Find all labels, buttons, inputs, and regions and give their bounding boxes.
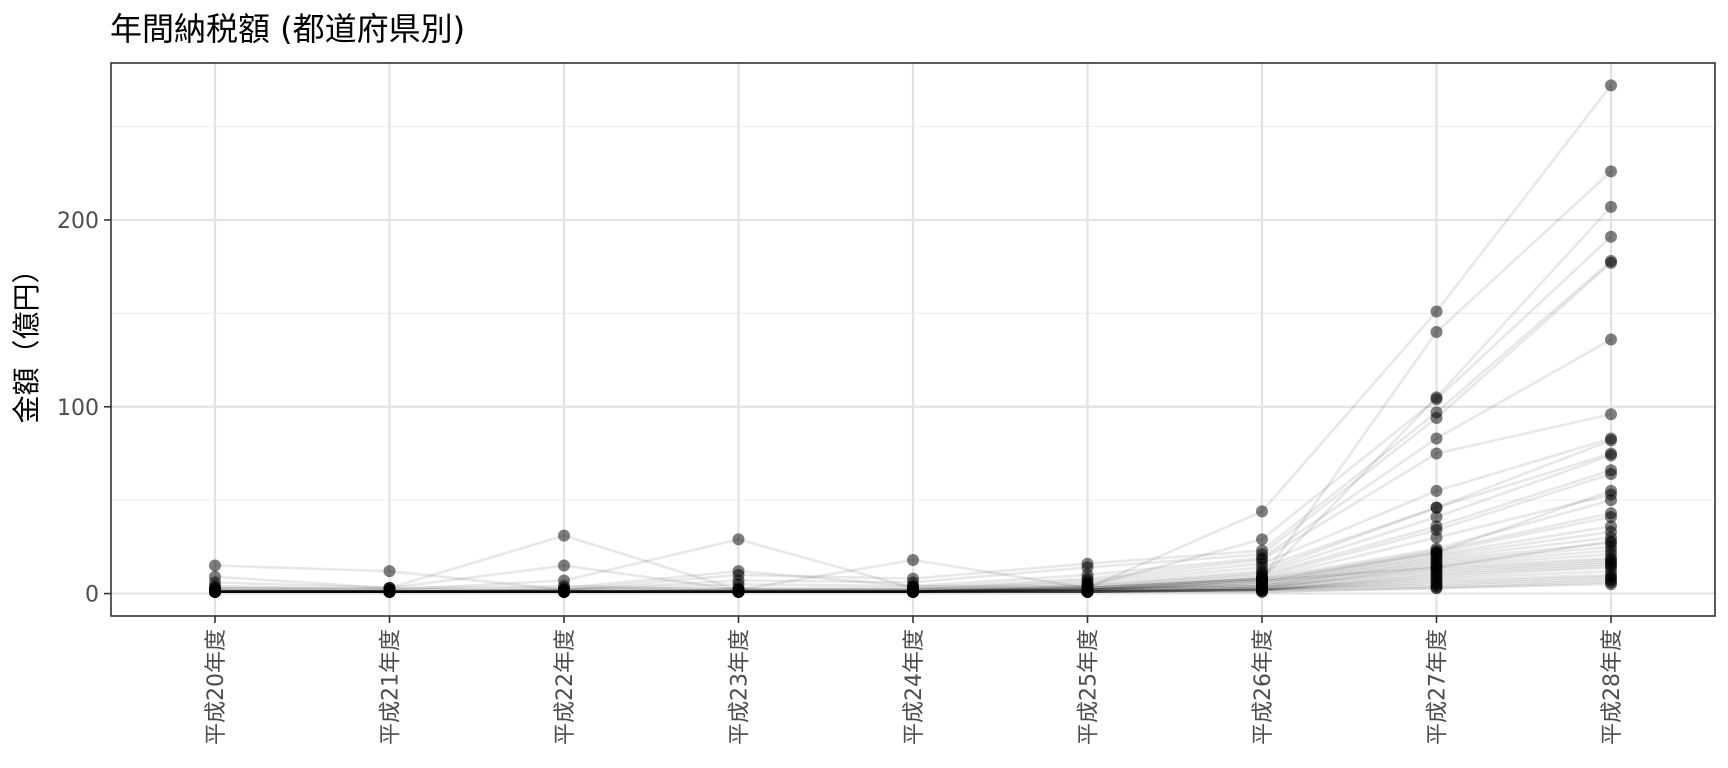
y-tick-label: 200	[57, 209, 99, 234]
x-tick-label: 平成28年度	[1600, 629, 1625, 745]
data-point	[383, 565, 396, 578]
data-point	[1256, 533, 1268, 546]
data-point	[1430, 484, 1443, 497]
x-tick-label: 平成22年度	[553, 629, 578, 745]
data-point	[732, 533, 745, 546]
data-point	[1605, 449, 1617, 462]
data-point	[1430, 510, 1443, 523]
data-point	[1605, 408, 1617, 421]
data-point	[1430, 411, 1443, 424]
data-point	[907, 585, 919, 598]
x-tick-label: 平成25年度	[1077, 629, 1102, 745]
data-point	[1605, 230, 1617, 243]
data-point	[1430, 581, 1443, 594]
data-point	[558, 529, 570, 542]
x-tick-label: 平成24年度	[902, 629, 927, 745]
data-point	[1430, 305, 1443, 318]
y-tick-label: 100	[57, 396, 99, 421]
data-point	[558, 559, 570, 572]
data-point	[1256, 505, 1268, 518]
data-point	[558, 585, 570, 598]
data-point	[209, 585, 221, 598]
data-point	[1430, 432, 1443, 445]
data-point	[1430, 531, 1443, 544]
x-tick-label: 平成26年度	[1251, 629, 1276, 745]
y-axis: 0 100 200	[57, 209, 111, 608]
data-point	[1605, 256, 1617, 269]
x-axis: 平成20年度 平成21年度 平成22年度 平成23年度 平成24年度 平成25年度 平成26…	[204, 616, 1625, 745]
x-tick-label: 平成20年度	[204, 629, 229, 745]
data-point	[1430, 447, 1443, 460]
data-point	[1605, 165, 1617, 178]
x-tick-label: 平成23年度	[728, 629, 753, 745]
series-points	[209, 79, 1617, 598]
chart-title: 年間納税額 (都道府県別)	[110, 10, 465, 48]
data-point	[209, 559, 221, 572]
data-point	[1605, 333, 1617, 346]
x-tick-label: 平成21年度	[379, 629, 404, 745]
data-point	[1605, 494, 1617, 507]
data-point	[1605, 510, 1617, 523]
data-point	[1256, 585, 1268, 598]
data-point	[1605, 434, 1617, 447]
y-tick-label: 0	[85, 583, 99, 608]
data-point	[1430, 393, 1443, 406]
data-point	[1605, 468, 1617, 481]
data-point	[1605, 200, 1617, 213]
data-point	[907, 553, 919, 566]
data-point	[1605, 79, 1617, 92]
data-point	[1605, 578, 1617, 591]
data-point	[1430, 501, 1443, 514]
x-tick-label: 平成27年度	[1426, 629, 1451, 745]
data-point	[1081, 585, 1094, 598]
grid-major	[111, 63, 1715, 616]
data-point	[732, 585, 745, 598]
data-point	[383, 585, 396, 598]
y-axis-label: 金額（億円）	[10, 255, 43, 423]
data-point	[1430, 326, 1443, 339]
